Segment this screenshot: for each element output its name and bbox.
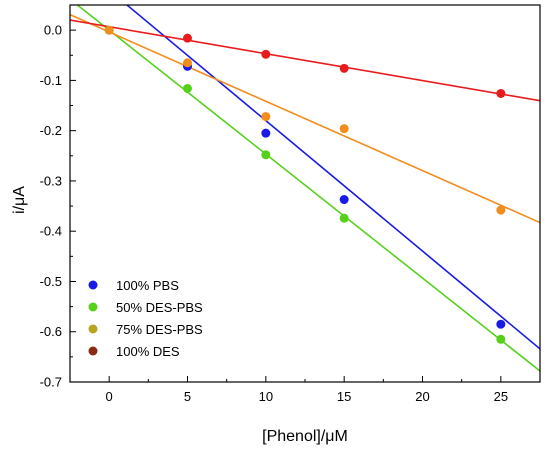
x-axis-ticks: 0 5 10 15 20 25 — [69, 376, 541, 404]
y-tick-label: -0.3 — [40, 173, 62, 188]
legend-marker-2 — [88, 324, 98, 334]
data-points — [104, 25, 506, 344]
data-point-s1-1 — [183, 83, 192, 93]
x-tick-label: 0 — [106, 389, 113, 404]
y-tick-label: -0.4 — [40, 224, 62, 239]
y-tick-label: -0.6 — [40, 324, 62, 339]
x-tick-label: 10 — [259, 389, 273, 404]
legend-marker-0 — [88, 280, 98, 290]
y-axis-ticks: 0.0 -0.1 -0.2 -0.3 -0.4 -0.5 -0.6 -0.7 — [40, 4, 76, 390]
data-point-s2-2 — [261, 112, 271, 122]
data-point-s2-3 — [339, 124, 349, 134]
legend-marker-3 — [88, 346, 98, 356]
data-point-s2-4 — [496, 205, 506, 215]
fit-line-1 — [76, 5, 540, 372]
y-tick-label: 0.0 — [44, 23, 62, 38]
legend-label-2: 75% DES-PBS — [116, 322, 203, 337]
legend-label-0: 100% PBS — [116, 278, 179, 293]
x-tick-label: 25 — [494, 389, 508, 404]
data-point-s3-1 — [261, 49, 271, 59]
y-tick-label: -0.2 — [40, 123, 62, 138]
data-point-s3-0 — [183, 33, 192, 43]
data-point-s2-1 — [183, 58, 192, 68]
y-tick-label: -0.5 — [40, 274, 62, 289]
y-tick-label: -0.1 — [40, 73, 62, 88]
data-point-s1-3 — [339, 213, 349, 223]
fit-line-3 — [70, 19, 540, 102]
y-axis-label: i/μA — [11, 186, 28, 214]
legend-marker-1 — [88, 302, 98, 312]
legend: 100% PBS 50% DES-PBS 75% DES-PBS 100% DES — [88, 278, 203, 359]
x-axis-label: [Phenol]/μM — [262, 428, 348, 445]
fit-line-2 — [70, 13, 540, 224]
data-point-s2-0 — [104, 25, 114, 35]
fit-lines — [70, 5, 540, 372]
data-point-s0-3 — [496, 319, 506, 329]
x-tick-label: 20 — [415, 389, 429, 404]
data-point-s0-1 — [261, 128, 271, 138]
fit-line-0 — [125, 5, 540, 350]
data-point-s1-2 — [261, 150, 271, 160]
x-tick-label: 5 — [184, 389, 191, 404]
x-tick-label: 15 — [337, 389, 351, 404]
data-point-s1-4 — [496, 334, 506, 344]
legend-label-3: 100% DES — [116, 344, 180, 359]
data-point-s0-2 — [339, 195, 349, 205]
data-point-s3-3 — [496, 88, 506, 98]
y-tick-label: -0.7 — [40, 375, 62, 390]
legend-label-1: 50% DES-PBS — [116, 300, 203, 315]
data-point-s3-2 — [339, 63, 349, 73]
